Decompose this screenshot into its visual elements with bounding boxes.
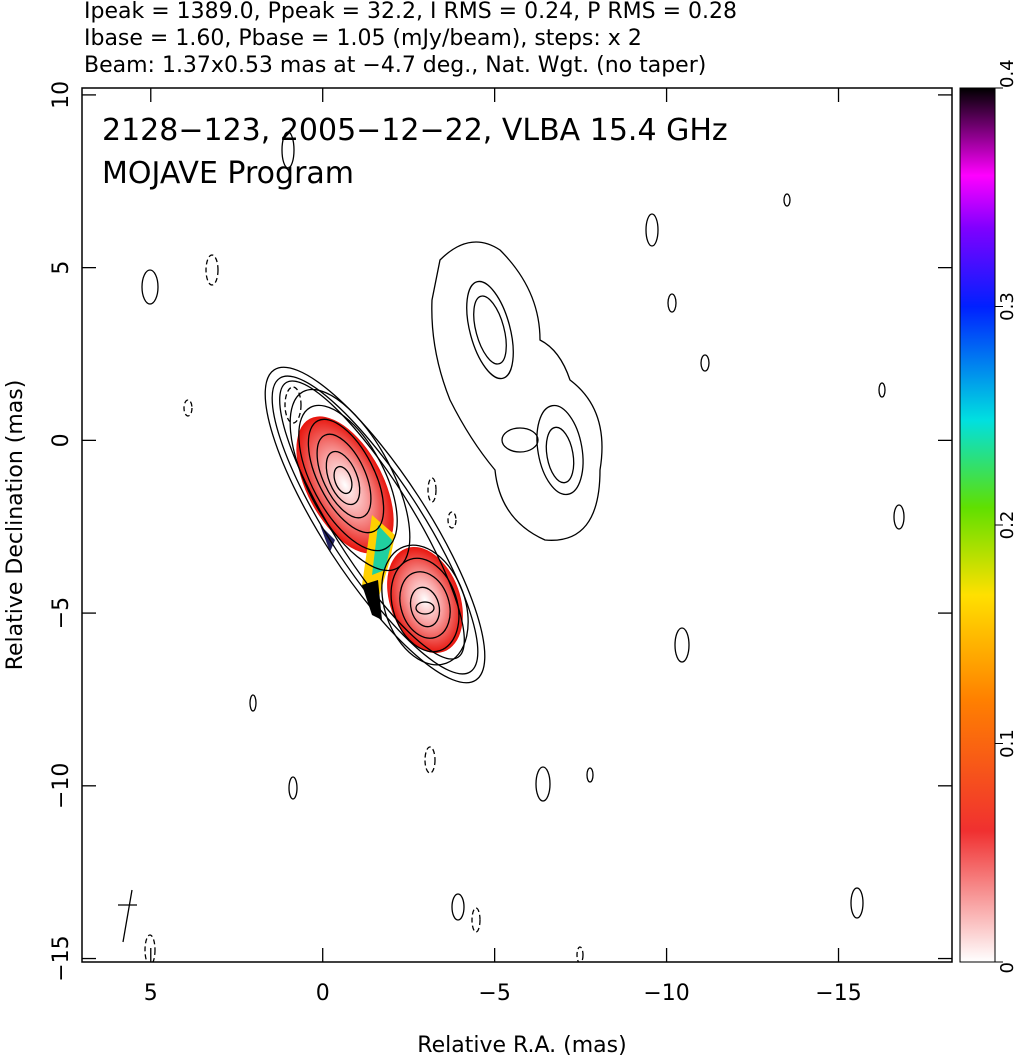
y-tick-label: −15 (49, 935, 74, 981)
x-tick-label: −15 (815, 981, 861, 1006)
colorbar-tick-label: 0.3 (997, 292, 1018, 321)
x-tick-label: 5 (144, 981, 158, 1006)
annotation: 2128−123, 2005−12−22, VLBA 15.4 GHz (102, 113, 728, 148)
header-line: Ibase = 1.60, Pbase = 1.05 (mJy/beam), s… (84, 26, 642, 51)
colorbar (959, 87, 996, 963)
plot-frame (81, 87, 953, 963)
x-tick-label: −10 (643, 981, 689, 1006)
annotation: MOJAVE Program (102, 156, 354, 191)
x-axis-label: Relative R.A. (mas) (417, 1033, 626, 1058)
header-line: Beam: 1.37x0.53 mas at −4.7 deg., Nat. W… (84, 53, 706, 78)
y-axis-label: Relative Declination (mas) (3, 380, 28, 671)
x-tick-label: 0 (316, 981, 330, 1006)
y-tick-label: −5 (49, 597, 74, 629)
y-tick-label: 0 (49, 433, 74, 447)
y-tick-label: 10 (49, 81, 74, 109)
y-tick-label: 5 (49, 261, 74, 275)
colorbar-tick-label: 0 (997, 962, 1018, 973)
header-line: Ipeak = 1389.0, Ppeak = 32.2, I RMS = 0.… (84, 0, 737, 24)
y-tick-label: −10 (49, 763, 74, 809)
colorbar-tick-label: 0.4 (997, 59, 1018, 88)
colorbar-tick-label: 0.1 (997, 729, 1018, 758)
colorbar-tick-label: 0.2 (997, 511, 1018, 540)
image (118, 131, 905, 962)
x-tick-label: −5 (478, 981, 510, 1006)
